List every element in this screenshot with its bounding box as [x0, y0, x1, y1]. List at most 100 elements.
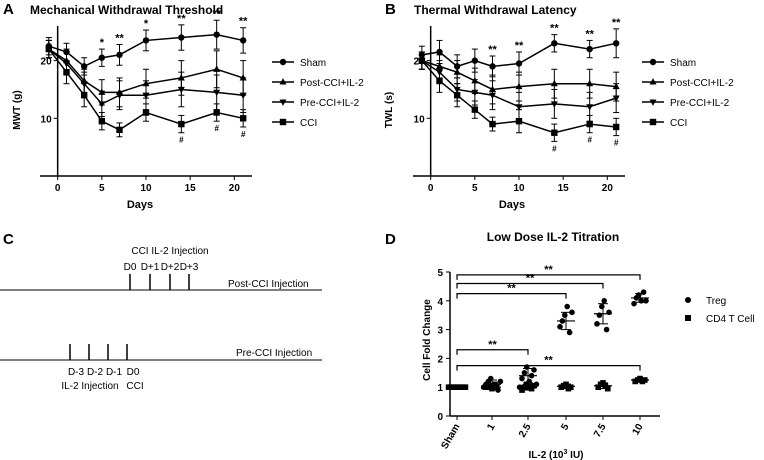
chart-b-point [515, 60, 523, 67]
chart-a-point [142, 37, 150, 44]
chart-a-significance-mark: * [144, 18, 149, 30]
post-cci-tick-label: D0 [124, 262, 137, 273]
chart-d-bracket-label: ** [544, 355, 553, 367]
chart-d-xlabel-main: IL-2 (10 [528, 450, 563, 460]
chart-b-point [586, 104, 594, 111]
chart-a-point [45, 45, 53, 53]
pre-cci-tick-label: D-1 [106, 367, 123, 378]
chart-d-bracket-label: ** [488, 339, 497, 351]
pre-cci-timeline-label: Pre-CCI Injection [236, 348, 312, 359]
chart-a-point [63, 68, 70, 76]
chart-d-title: Low Dose IL-2 Titration [487, 230, 619, 244]
chart-b-point [586, 120, 593, 128]
chart-a-x-tick-label: 5 [99, 183, 105, 194]
chart-a-point [239, 74, 247, 81]
chart-b-point [515, 82, 523, 90]
chart-a-y-tick-label: 20 [41, 57, 53, 68]
chart-b-point [586, 79, 594, 87]
chart-b-significance-mark: ** [488, 44, 497, 56]
chart-a-x-tick-label: 10 [140, 183, 152, 194]
chart-d-point [497, 378, 504, 385]
chart-a-point [213, 109, 220, 116]
chart-d-point [594, 321, 600, 327]
chart-d-point [531, 367, 537, 373]
panel-label-c: C [3, 231, 14, 248]
chart-b-point [471, 106, 479, 113]
chart-a-point [80, 63, 88, 70]
chart-d-x-tick-label: Sham [439, 422, 462, 451]
chart-a-legend-label: Sham [300, 58, 326, 69]
chart-b-title: Thermal Withdrawal Latency [414, 3, 577, 17]
chart-a-significance-mark: ** [177, 13, 186, 25]
pre-cci-footer-right: CCI [126, 381, 143, 392]
chart-a-point [116, 51, 123, 59]
chart-d-y-tick-label: 0 [437, 412, 443, 423]
timeline-diagram: Post-CCI Injection CCI IL-2 Injection D0… [0, 246, 322, 392]
chart-d-bracket [456, 349, 529, 355]
chart-d-ylabel: Cell Fold Change [422, 299, 433, 381]
chart-a-significance-mark: # [214, 124, 219, 133]
chart-d-xlabel-unit: IU) [567, 450, 583, 460]
chart-b-ylabel: TWL (s) [384, 92, 395, 128]
chart-d-point [519, 387, 525, 393]
chart-a-legend-marker [279, 78, 287, 85]
chart-d-x-tick-label: 2.5 [517, 422, 534, 440]
chart-b-significance-mark: # [587, 136, 592, 145]
chart-d-point [599, 303, 605, 310]
chart-b-legend-marker [649, 118, 657, 126]
chart-d-y-tick-label: 4 [437, 297, 443, 308]
chart-d-x-tick-label: 5 [559, 422, 572, 433]
chart-a-point [80, 92, 88, 99]
chart-b-point [489, 63, 496, 70]
chart-a-point [213, 65, 221, 72]
chart-d-point [531, 382, 537, 389]
chart-b-point [488, 92, 497, 100]
chart-a-significance-mark: * [100, 37, 105, 49]
chart-a-significance-mark: ** [212, 8, 221, 20]
chart-b-point [612, 123, 620, 131]
chart-d-bracket [456, 365, 641, 371]
chart-d-y-tick-label: 3 [437, 326, 443, 337]
chart-b-xlabel: Days [499, 199, 525, 211]
chart-a-legend-marker [279, 58, 287, 66]
chart-d-legend-marker [685, 315, 691, 321]
panel-label-d: D [385, 231, 396, 248]
chart-b-y-tick-label: 10 [414, 114, 426, 125]
chart-b-plot: 051015201020ShamPost-CCI+IL-2Pre-CCI+IL-… [413, 17, 734, 194]
chart-a-point [116, 126, 123, 134]
chart-a-xlabel: Days [127, 199, 153, 211]
chart-b-point [436, 48, 443, 56]
chart-b-point [551, 40, 558, 47]
chart-d-point [488, 375, 494, 382]
chart-d-point [519, 375, 525, 382]
chart-a-legend-label: Pre-CCI+IL-2 [300, 98, 360, 109]
chart-a-point [177, 86, 185, 94]
chart-b-legend-marker [649, 78, 657, 85]
chart-d-legend-label: Treg [706, 296, 726, 307]
chart-b-point [550, 79, 558, 87]
chart-d-point [603, 326, 610, 333]
chart-a-significance-mark: ** [239, 16, 248, 28]
chart-a-point [239, 115, 247, 122]
chart-b-legend-label: Post-CCI+IL-2 [670, 78, 734, 89]
chart-d-point [569, 309, 575, 316]
chart-d-plot: 0 1 2 3 4 5 Sham 1 2.5 5 7.5 10 Treg CD4 T Cell ** ** **… [437, 264, 754, 451]
chart-b-point [612, 40, 620, 47]
chart-d-bracket [456, 282, 604, 289]
panel-label-b: B [385, 1, 396, 18]
chart-b-x-tick-label: 10 [513, 183, 525, 194]
chart-d-x-tick-label: 7.5 [592, 422, 609, 440]
chart-d-point [638, 298, 644, 304]
chart-a-point [115, 92, 124, 100]
chart-b-point [453, 68, 461, 75]
chart-b-point [471, 89, 479, 97]
chart-d-bracket-label: ** [544, 264, 553, 276]
chart-b-point [515, 117, 523, 125]
chart-d-point [643, 298, 649, 304]
chart-b-point [612, 95, 620, 102]
chart-b-x-tick-label: 20 [602, 183, 614, 194]
chart-d-point [557, 323, 563, 330]
chart-b-point [418, 57, 426, 64]
chart-b-point [471, 57, 479, 64]
chart-a-point [213, 89, 221, 97]
